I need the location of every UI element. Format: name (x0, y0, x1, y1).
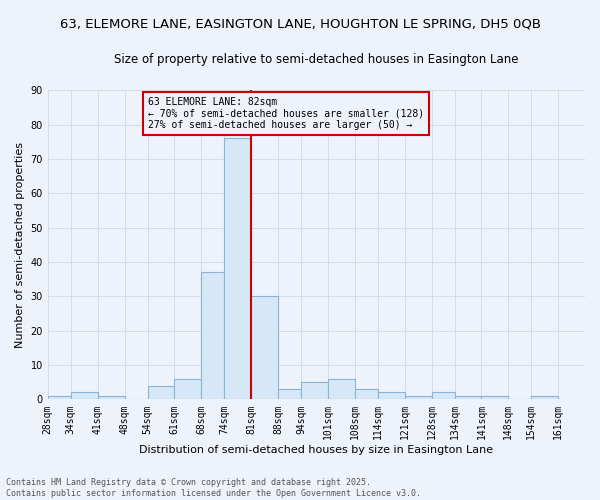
Bar (224, 138, 251, 400)
Bar (328, 378, 355, 400)
X-axis label: Distribution of semi-detached houses by size in Easington Lane: Distribution of semi-detached houses by … (139, 445, 493, 455)
Bar (148, 386, 175, 400)
Bar (301, 382, 328, 400)
Bar (251, 296, 278, 400)
Title: Size of property relative to semi-detached houses in Easington Lane: Size of property relative to semi-detach… (114, 52, 518, 66)
Bar (175, 378, 201, 400)
Bar (378, 392, 404, 400)
Bar (278, 389, 301, 400)
Bar (404, 396, 431, 400)
Text: 63 ELEMORE LANE: 82sqm
← 70% of semi-detached houses are smaller (128)
27% of se: 63 ELEMORE LANE: 82sqm ← 70% of semi-det… (148, 97, 424, 130)
Bar (71, 392, 98, 400)
Bar (355, 389, 378, 400)
Bar (481, 396, 508, 400)
Text: Contains HM Land Registry data © Crown copyright and database right 2025.
Contai: Contains HM Land Registry data © Crown c… (6, 478, 421, 498)
Bar (431, 392, 455, 400)
Bar (98, 396, 125, 400)
Bar (201, 272, 224, 400)
Text: 63, ELEMORE LANE, EASINGTON LANE, HOUGHTON LE SPRING, DH5 0QB: 63, ELEMORE LANE, EASINGTON LANE, HOUGHT… (59, 18, 541, 30)
Bar (455, 396, 481, 400)
Y-axis label: Number of semi-detached properties: Number of semi-detached properties (15, 142, 25, 348)
Bar (48, 396, 71, 400)
Bar (531, 396, 558, 400)
